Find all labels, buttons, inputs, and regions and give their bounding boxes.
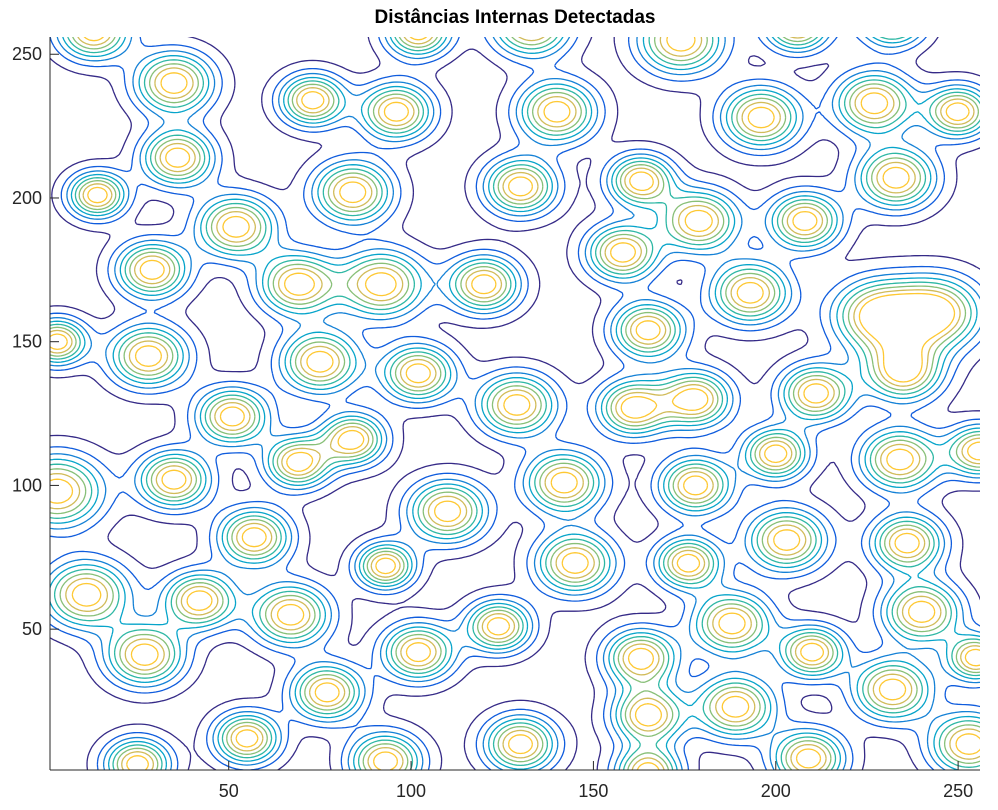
y-tick-label: 200 [12, 188, 42, 208]
y-tick-label: 150 [12, 332, 42, 352]
contour-level-4 [35, 20, 994, 782]
x-tick-label: 100 [396, 781, 426, 801]
contour-level-5 [35, 20, 994, 782]
contour-level-2 [35, 20, 994, 782]
y-tick-label: 250 [12, 44, 42, 64]
x-ticks: 50 100 150 200 250 [219, 761, 973, 801]
y-tick-label: 50 [22, 619, 42, 639]
contour-level-3 [35, 20, 994, 782]
chart-title: Distâncias Internas Detectadas [375, 7, 656, 28]
y-ticks: 50 100 150 200 250 [12, 44, 59, 639]
y-tick-label: 100 [12, 475, 42, 495]
x-tick-label: 200 [761, 781, 791, 801]
x-tick-label: 250 [943, 781, 973, 801]
contour-level-6 [35, 20, 994, 782]
contour-level-7 [35, 20, 994, 782]
x-tick-label: 50 [219, 781, 239, 801]
x-tick-label: 150 [578, 781, 608, 801]
contour-level-1 [35, 20, 994, 782]
contour-lines [35, 20, 994, 782]
